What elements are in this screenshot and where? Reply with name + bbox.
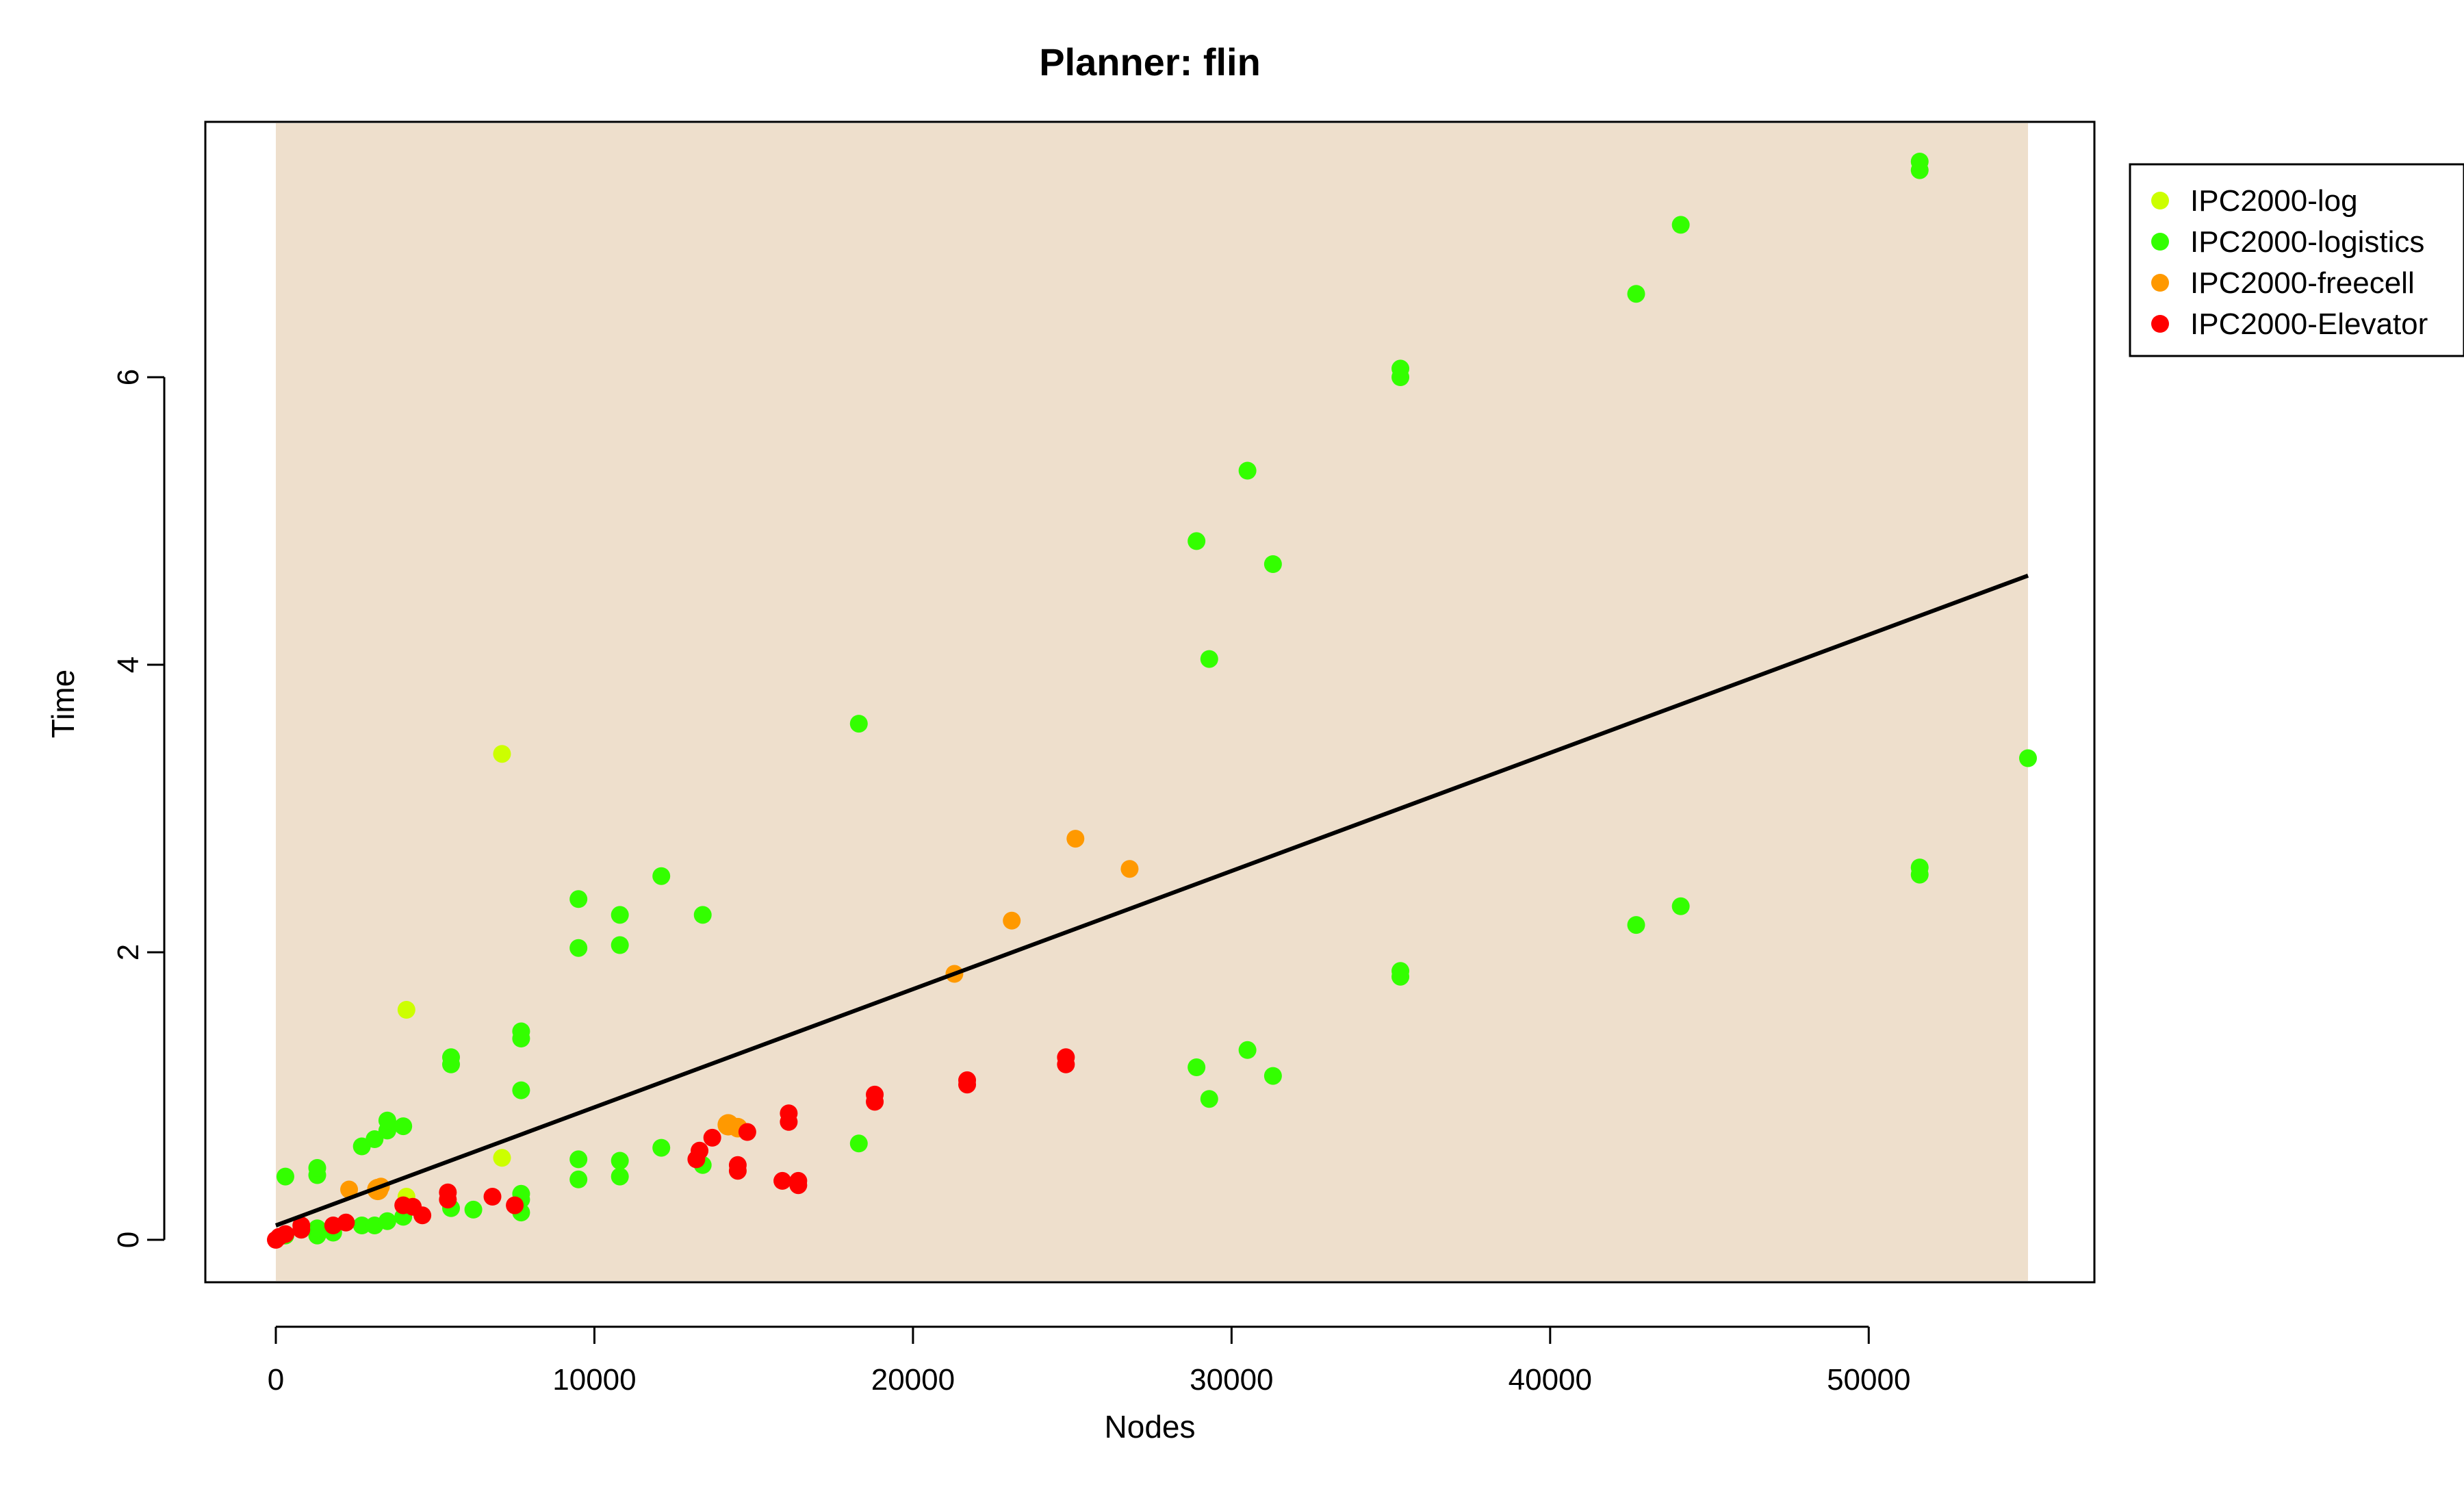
point-ipc2000-logistics — [1263, 555, 1282, 573]
legend-box — [2129, 163, 2464, 357]
point-ipc2000-elevator — [866, 1085, 884, 1104]
x-axis: 0 10000 20000 30000 40000 50000 — [268, 1325, 1910, 1397]
x-tick-label: 30000 — [1190, 1363, 1273, 1397]
point-ipc2000-logistics — [1188, 1058, 1206, 1076]
point-ipc2000-log — [397, 1001, 415, 1019]
point-ipc2000-elevator — [691, 1141, 709, 1160]
point-ipc2000-logistics — [378, 1212, 396, 1230]
y-tick-label: 6 — [112, 369, 145, 385]
point-ipc2000-logistics — [365, 1130, 384, 1148]
point-ipc2000-log — [493, 745, 511, 763]
legend-marker — [2151, 315, 2169, 333]
point-ipc2000-logistics — [569, 1170, 588, 1188]
point-ipc2000-freecell — [1066, 830, 1085, 848]
y-axis: 0 2 4 6 — [112, 369, 166, 1248]
point-ipc2000-logistics — [1910, 858, 1929, 877]
legend-marker — [2151, 233, 2169, 251]
point-ipc2000-elevator — [276, 1225, 294, 1243]
point-ipc2000-logistics — [2019, 749, 2037, 767]
point-ipc2000-logistics — [442, 1048, 460, 1067]
point-ipc2000-elevator — [506, 1196, 524, 1214]
point-ipc2000-elevator — [1057, 1048, 1075, 1067]
point-ipc2000-logistics — [512, 1081, 530, 1099]
point-ipc2000-elevator — [738, 1123, 756, 1141]
point-ipc2000-logistics — [1910, 153, 1929, 170]
point-ipc2000-logistics — [569, 1150, 588, 1169]
point-ipc2000-logistics — [464, 1200, 483, 1219]
point-ipc2000-elevator — [703, 1128, 721, 1147]
point-ipc2000-logistics — [1263, 1067, 1282, 1085]
legend-label: IPC2000-logistics — [2190, 225, 2424, 259]
points-layer — [267, 153, 2037, 1249]
legend-marker — [2151, 192, 2169, 209]
point-ipc2000-logistics — [1188, 532, 1206, 550]
x-tick-label: 40000 — [1509, 1363, 1592, 1397]
point-ipc2000-logistics — [652, 867, 671, 885]
point-ipc2000-logistics — [569, 890, 588, 908]
point-ipc2000-logistics — [352, 1217, 371, 1234]
point-ipc2000-logistics — [394, 1117, 413, 1136]
plot-frame — [204, 120, 2096, 1284]
point-ipc2000-logistics — [378, 1111, 396, 1130]
point-ipc2000-logistics — [693, 906, 712, 924]
legend-label: IPC2000-log — [2190, 184, 2358, 218]
point-ipc2000-logistics — [1627, 916, 1645, 934]
plot-background — [276, 123, 2028, 1281]
point-ipc2000-logistics — [1200, 1090, 1218, 1108]
point-ipc2000-logistics — [611, 906, 629, 924]
legend-label: IPC2000-Elevator — [2190, 307, 2428, 341]
point-ipc2000-freecell — [1003, 911, 1021, 930]
point-ipc2000-elevator — [439, 1183, 457, 1201]
point-ipc2000-elevator — [337, 1213, 355, 1232]
y-axis-title: Time — [45, 670, 81, 739]
point-ipc2000-elevator — [292, 1217, 311, 1234]
point-ipc2000-logistics — [1627, 285, 1645, 303]
point-ipc2000-freecell — [1120, 860, 1139, 878]
point-ipc2000-logistics — [1238, 461, 1257, 480]
point-ipc2000-freecell — [340, 1180, 359, 1199]
point-ipc2000-logistics — [611, 936, 629, 954]
point-ipc2000-elevator — [483, 1188, 502, 1206]
point-ipc2000-logistics — [652, 1138, 671, 1157]
point-ipc2000-logistics — [1238, 1041, 1257, 1059]
x-tick-label: 20000 — [871, 1363, 955, 1397]
point-ipc2000-logistics — [308, 1159, 326, 1177]
point-ipc2000-logistics — [611, 1151, 629, 1170]
point-ipc2000-logistics — [611, 1167, 629, 1186]
point-ipc2000-logistics — [512, 1022, 530, 1041]
point-ipc2000-elevator — [773, 1171, 792, 1190]
point-ipc2000-log — [493, 1149, 511, 1167]
point-ipc2000-elevator — [780, 1104, 798, 1123]
point-ipc2000-logistics — [1391, 962, 1410, 980]
point-ipc2000-logistics — [1391, 359, 1410, 378]
legend-marker — [2151, 274, 2169, 292]
point-ipc2000-logistics — [1200, 650, 1218, 668]
point-ipc2000-elevator — [958, 1071, 977, 1089]
point-ipc2000-elevator — [728, 1156, 747, 1174]
fit-line-layer — [274, 573, 2029, 1227]
point-ipc2000-logistics — [569, 939, 588, 957]
point-ipc2000-elevator — [413, 1206, 432, 1225]
y-tick-label: 0 — [112, 1232, 145, 1248]
legend-label: IPC2000-freecell — [2190, 266, 2415, 300]
legend: IPC2000-log IPC2000-logistics IPC2000-free… — [2129, 163, 2464, 357]
y-tick-label: 4 — [112, 657, 145, 673]
y-tick-label: 2 — [112, 944, 145, 960]
point-ipc2000-logistics — [849, 715, 868, 733]
x-tick-label: 0 — [268, 1363, 284, 1397]
point-ipc2000-logistics — [1671, 897, 1690, 915]
point-ipc2000-logistics — [1671, 216, 1690, 234]
x-tick-label: 50000 — [1827, 1363, 1910, 1397]
x-axis-title: Nodes — [1105, 1409, 1196, 1445]
chart-title: Planner: flin — [1039, 40, 1261, 84]
point-ipc2000-logistics — [308, 1219, 326, 1238]
x-tick-label: 10000 — [552, 1363, 636, 1397]
point-ipc2000-logistics — [276, 1167, 294, 1186]
fit-line — [274, 573, 2029, 1227]
point-ipc2000-elevator — [789, 1171, 808, 1190]
point-ipc2000-logistics — [849, 1134, 868, 1153]
